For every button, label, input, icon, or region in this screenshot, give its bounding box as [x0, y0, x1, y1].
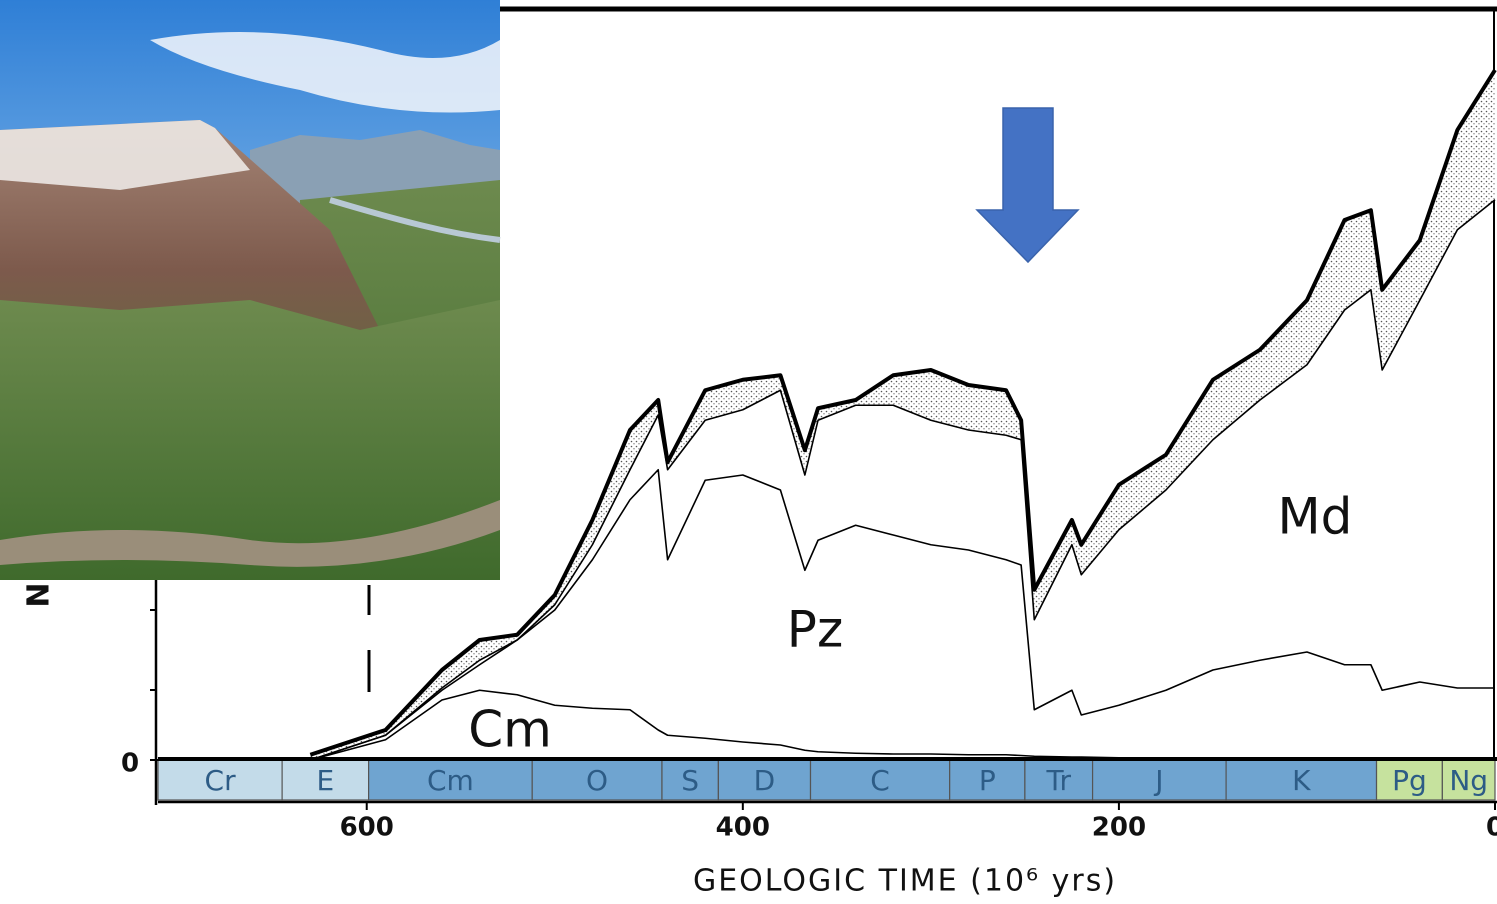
period-box	[1024, 759, 1094, 801]
period-label: C	[870, 764, 890, 797]
period-label: K	[1292, 764, 1311, 797]
series-line	[310, 199, 1496, 761]
uncertainty-band	[310, 70, 1496, 760]
period-box	[809, 759, 951, 801]
y-tick-label: 0	[121, 749, 139, 779]
series-label: Pz	[787, 601, 843, 659]
period-label: J	[1153, 764, 1163, 797]
period-box	[1091, 759, 1227, 801]
x-tick-label: 400	[716, 813, 770, 843]
period-label: D	[754, 764, 776, 797]
x-axis-label: GEOLOGIC TIME (10⁶ yrs)	[693, 864, 1117, 899]
period-label: P	[979, 764, 996, 797]
period-box	[1225, 759, 1378, 801]
period-box	[368, 759, 533, 801]
period-label: Ng	[1449, 764, 1488, 797]
y-axis-label: N	[22, 582, 57, 607]
x-tick-label: 200	[1092, 813, 1146, 843]
x-tick-label: 600	[340, 813, 394, 843]
period-label: Pg	[1392, 764, 1427, 797]
period-label: Cm	[427, 764, 474, 797]
arrow	[975, 107, 1080, 264]
period-box	[281, 759, 370, 801]
series-line	[309, 68, 1497, 757]
period-label: S	[681, 764, 699, 797]
period-box	[717, 759, 812, 801]
period-label: Cr	[205, 764, 237, 797]
series-label: Md	[1278, 488, 1353, 546]
series-line	[310, 468, 1495, 761]
period-label: O	[586, 764, 608, 797]
x-tick-label: 0	[1486, 813, 1497, 843]
period-label: Tr	[1045, 764, 1071, 797]
series-label: Cm	[468, 701, 552, 759]
photo	[0, 0, 501, 580]
period-box	[949, 759, 1026, 801]
plot-area: Cm Pz Md Cr E Cm O S D C P Tr J K Pg Ng 600 400 200 0 0	[121, 68, 1497, 843]
period-label: E	[317, 764, 335, 797]
period-box	[157, 759, 283, 801]
